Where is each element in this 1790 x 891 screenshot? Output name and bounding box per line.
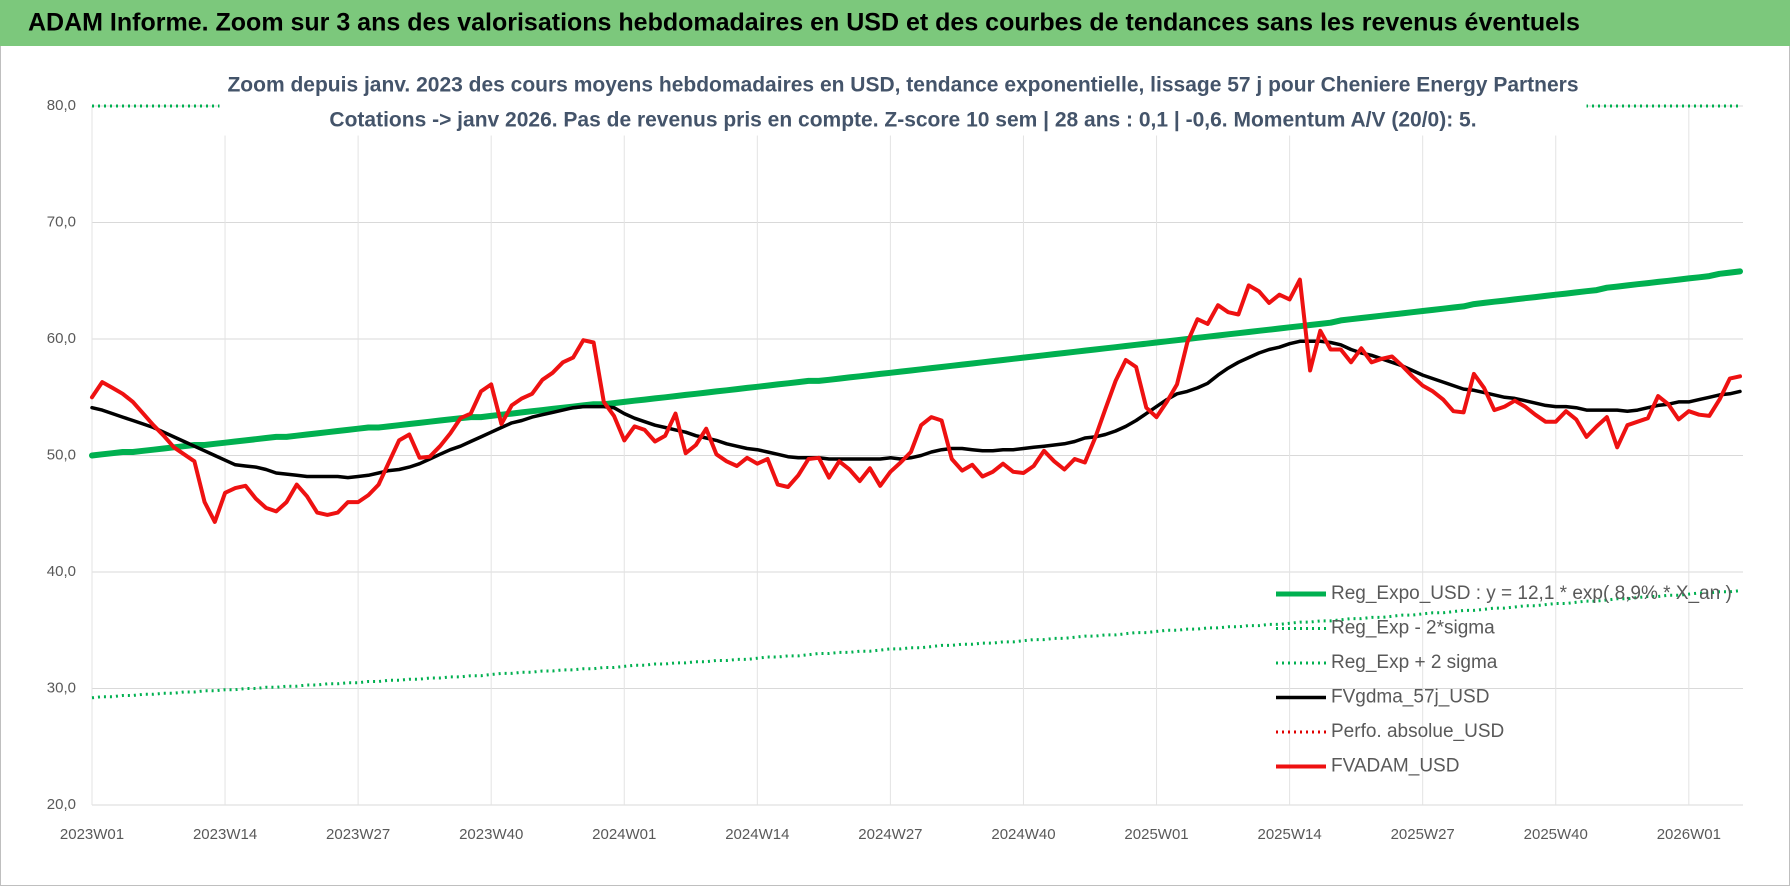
series-line xyxy=(90,277,1742,524)
legend-label: Reg_Exp + 2 sigma xyxy=(1331,652,1498,673)
y-tick-label: 60,0 xyxy=(47,330,76,347)
x-tick-label: 2025W40 xyxy=(1524,826,1588,843)
y-tick-label: 30,0 xyxy=(47,679,76,696)
title-background xyxy=(219,69,1587,136)
x-tick-label: 2024W01 xyxy=(592,826,656,843)
chart-title: Zoom depuis janv. 2023 des cours moyens … xyxy=(219,69,1587,136)
y-tick-label: 80,0 xyxy=(47,97,76,114)
header-title: ADAM Informe. Zoom sur 3 ans des valoris… xyxy=(28,9,1580,37)
plot-area: 20,0 30,0 40,0 50,0 60,0 70,0 80,0 2023W01 2023W… xyxy=(47,97,1743,843)
x-tick-label: 2025W27 xyxy=(1391,826,1455,843)
legend-label: Reg_Expo_USD : y = 12,1 * exp( 8,9% * X_… xyxy=(1331,583,1732,604)
x-tick-label: 2024W27 xyxy=(858,826,922,843)
y-tick-label: 40,0 xyxy=(47,563,76,580)
header-bar xyxy=(0,0,1790,46)
y-tick-label: 20,0 xyxy=(47,796,76,813)
x-tick-label: 2024W14 xyxy=(725,826,789,843)
chart-title-line: Zoom depuis janv. 2023 des cours moyens … xyxy=(227,74,1578,97)
x-tick-label: 2023W27 xyxy=(326,826,390,843)
x-tick-label: 2026W01 xyxy=(1657,826,1721,843)
series-line xyxy=(90,339,1742,480)
legend-label: FVgdma_57j_USD xyxy=(1331,687,1489,708)
chart-title-line: Cotations -> janv 2026. Pas de revenus p… xyxy=(329,109,1476,132)
x-tick-label: 2025W01 xyxy=(1124,826,1188,843)
legend-label: FVADAM_USD xyxy=(1331,756,1459,777)
x-tick-label: 2024W40 xyxy=(991,826,1055,843)
x-tick-label: 2023W01 xyxy=(60,826,124,843)
x-tick-label: 2023W40 xyxy=(459,826,523,843)
y-tick-label: 50,0 xyxy=(47,446,76,463)
legend-label: Reg_Exp - 2*sigma xyxy=(1331,618,1495,639)
x-tick-label: 2023W14 xyxy=(193,826,257,843)
y-tick-label: 70,0 xyxy=(47,213,76,230)
series-line xyxy=(89,268,1743,459)
legend-label: Perfo. absolue_USD xyxy=(1331,721,1504,742)
legend: Reg_Expo_USD : y = 12,1 * exp( 8,9% * X_… xyxy=(1276,583,1732,777)
x-tick-label: 2025W14 xyxy=(1258,826,1322,843)
